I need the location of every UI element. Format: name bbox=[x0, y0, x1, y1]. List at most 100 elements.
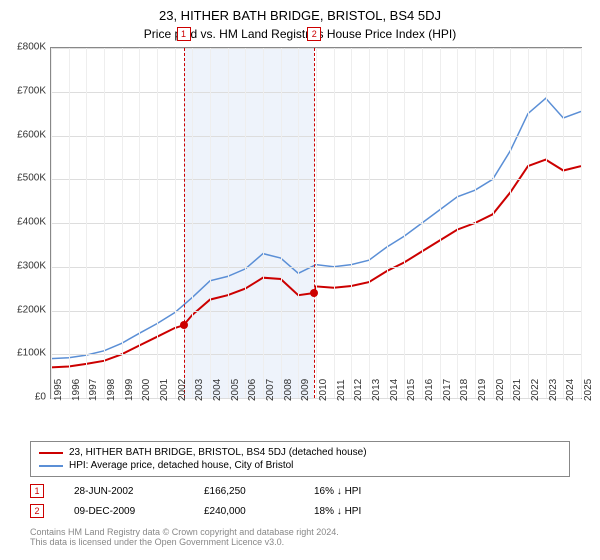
plot-region bbox=[50, 47, 582, 399]
gridline-v bbox=[563, 48, 564, 398]
x-axis-label: 1997 bbox=[88, 379, 99, 401]
x-axis-label: 2024 bbox=[565, 379, 576, 401]
x-axis-label: 2000 bbox=[141, 379, 152, 401]
x-axis-label: 2019 bbox=[477, 379, 488, 401]
x-axis-label: 2016 bbox=[424, 379, 435, 401]
y-axis-label: £100K bbox=[17, 348, 46, 359]
x-axis-label: 2021 bbox=[512, 379, 523, 401]
gridline-v bbox=[422, 48, 423, 398]
sale-date: 28-JUN-2002 bbox=[74, 486, 174, 497]
sale-point bbox=[310, 289, 318, 297]
sale-marker-box: 2 bbox=[30, 504, 44, 518]
x-axis-label: 2020 bbox=[495, 379, 506, 401]
x-axis-label: 2007 bbox=[265, 379, 276, 401]
x-axis-label: 2006 bbox=[247, 379, 258, 401]
gridline-v bbox=[122, 48, 123, 398]
gridline-v bbox=[334, 48, 335, 398]
x-axis-label: 2001 bbox=[159, 379, 170, 401]
sale-date: 09-DEC-2009 bbox=[74, 506, 174, 517]
sales-row: 1 28-JUN-2002 £166,250 16% ↓ HPI bbox=[30, 481, 570, 501]
legend-swatch bbox=[39, 465, 63, 467]
legend-item-property: 23, HITHER BATH BRIDGE, BRISTOL, BS4 5DJ… bbox=[39, 446, 561, 459]
x-axis-label: 2022 bbox=[530, 379, 541, 401]
gridline-v bbox=[281, 48, 282, 398]
legend-item-hpi: HPI: Average price, detached house, City… bbox=[39, 459, 561, 472]
gridline-v bbox=[298, 48, 299, 398]
x-axis-label: 2012 bbox=[353, 379, 364, 401]
gridline-v bbox=[546, 48, 547, 398]
x-axis-label: 1998 bbox=[106, 379, 117, 401]
x-axis-label: 1996 bbox=[71, 379, 82, 401]
gridline-v bbox=[263, 48, 264, 398]
sale-price: £240,000 bbox=[204, 506, 284, 517]
gridline-v bbox=[404, 48, 405, 398]
event-line bbox=[314, 48, 315, 398]
footer-line: This data is licensed under the Open Gov… bbox=[30, 537, 570, 547]
sale-marker-box: 1 bbox=[30, 484, 44, 498]
footer: Contains HM Land Registry data © Crown c… bbox=[30, 527, 570, 547]
y-axis-label: £300K bbox=[17, 260, 46, 271]
gridline-v bbox=[104, 48, 105, 398]
x-axis-label: 2015 bbox=[406, 379, 417, 401]
chart-container: 23, HITHER BATH BRIDGE, BRISTOL, BS4 5DJ… bbox=[0, 0, 600, 560]
x-axis-label: 2009 bbox=[300, 379, 311, 401]
gridline-v bbox=[192, 48, 193, 398]
y-axis-label: £800K bbox=[17, 42, 46, 53]
y-axis-label: £700K bbox=[17, 85, 46, 96]
gridline-v bbox=[510, 48, 511, 398]
x-axis-label: 1995 bbox=[53, 379, 64, 401]
gridline-v bbox=[351, 48, 352, 398]
sale-price: £166,250 bbox=[204, 486, 284, 497]
chart-subtitle: Price paid vs. HM Land Registry's House … bbox=[0, 23, 600, 47]
gridline-v bbox=[51, 48, 52, 398]
y-axis-label: £500K bbox=[17, 173, 46, 184]
sales-row: 2 09-DEC-2009 £240,000 18% ↓ HPI bbox=[30, 501, 570, 521]
x-axis-label: 2025 bbox=[583, 379, 594, 401]
gridline-v bbox=[457, 48, 458, 398]
gridline-v bbox=[157, 48, 158, 398]
gridline-v bbox=[475, 48, 476, 398]
x-axis-label: 2010 bbox=[318, 379, 329, 401]
gridline-v bbox=[245, 48, 246, 398]
sale-delta: 16% ↓ HPI bbox=[314, 486, 361, 497]
footer-line: Contains HM Land Registry data © Crown c… bbox=[30, 527, 570, 537]
y-axis-label: £200K bbox=[17, 304, 46, 315]
gridline-v bbox=[210, 48, 211, 398]
y-axis-label: £0 bbox=[35, 392, 46, 403]
event-marker-box: 1 bbox=[177, 27, 191, 41]
legend: 23, HITHER BATH BRIDGE, BRISTOL, BS4 5DJ… bbox=[30, 441, 570, 477]
x-axis-label: 2011 bbox=[336, 379, 347, 401]
x-axis-label: 2004 bbox=[212, 379, 223, 401]
gridline-v bbox=[387, 48, 388, 398]
gridline-v bbox=[139, 48, 140, 398]
y-axis-label: £600K bbox=[17, 129, 46, 140]
gridline-v bbox=[69, 48, 70, 398]
gridline-v bbox=[369, 48, 370, 398]
x-axis-label: 2003 bbox=[194, 379, 205, 401]
x-axis-label: 2023 bbox=[548, 379, 559, 401]
legend-swatch bbox=[39, 452, 63, 454]
gridline-v bbox=[581, 48, 582, 398]
gridline-v bbox=[440, 48, 441, 398]
y-axis-label: £400K bbox=[17, 217, 46, 228]
x-axis-label: 2002 bbox=[177, 379, 188, 401]
x-axis-label: 2017 bbox=[442, 379, 453, 401]
sale-point bbox=[180, 321, 188, 329]
x-axis-label: 2018 bbox=[459, 379, 470, 401]
sales-table: 1 28-JUN-2002 £166,250 16% ↓ HPI 2 09-DE… bbox=[30, 481, 570, 521]
gridline-v bbox=[528, 48, 529, 398]
x-axis-label: 1999 bbox=[124, 379, 135, 401]
x-axis-label: 2005 bbox=[230, 379, 241, 401]
sale-delta: 18% ↓ HPI bbox=[314, 506, 361, 517]
gridline-v bbox=[228, 48, 229, 398]
x-axis-label: 2014 bbox=[389, 379, 400, 401]
legend-label: HPI: Average price, detached house, City… bbox=[69, 460, 293, 471]
gridline-v bbox=[86, 48, 87, 398]
event-line bbox=[184, 48, 185, 398]
legend-label: 23, HITHER BATH BRIDGE, BRISTOL, BS4 5DJ… bbox=[69, 447, 367, 458]
chart-area: £0£100K£200K£300K£400K£500K£600K£700K£80… bbox=[50, 47, 580, 397]
x-axis-label: 2013 bbox=[371, 379, 382, 401]
gridline-v bbox=[316, 48, 317, 398]
x-axis-label: 2008 bbox=[283, 379, 294, 401]
gridline-v bbox=[175, 48, 176, 398]
